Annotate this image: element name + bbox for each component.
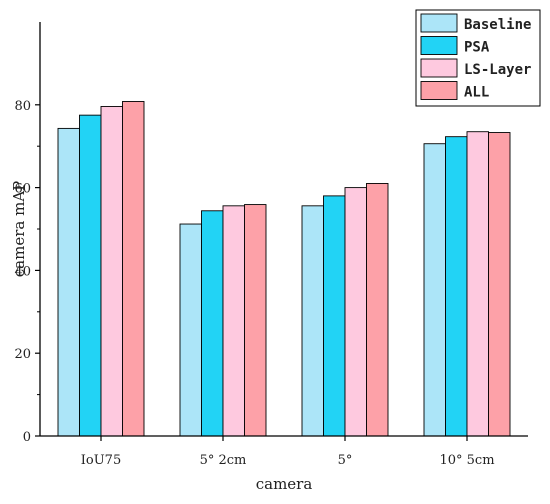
bar-baseline-3 <box>423 143 446 437</box>
y-tick-label: 40 <box>14 264 31 279</box>
bar-psa-1 <box>201 210 224 437</box>
legend-swatch-ls-layer <box>420 58 458 78</box>
y-tick-label: 80 <box>14 99 31 114</box>
x-ticks-group: IoU75 5° 2cm 5° 10° 5cm <box>81 436 495 468</box>
bars-group <box>57 101 511 437</box>
legend-swatch-psa <box>420 36 458 55</box>
x-tick-label: 5° <box>338 453 353 468</box>
legend: Baseline PSA LS-Layer ALL <box>415 9 541 107</box>
bar-ls-layer-1 <box>222 205 245 437</box>
x-tick-label: 5° 2cm <box>200 453 247 468</box>
y-tick-label: 0 <box>23 430 31 445</box>
bar-psa-2 <box>323 195 346 437</box>
bar-ls-layer-0 <box>100 106 123 437</box>
bar-psa-0 <box>79 114 102 437</box>
bar-psa-3 <box>445 136 468 437</box>
legend-swatch-baseline <box>420 13 458 33</box>
bar-ls-layer-2 <box>344 187 367 437</box>
y-tick-label: 60 <box>14 182 31 197</box>
bar-baseline-1 <box>179 223 202 437</box>
y-ticks-group: 0 20 40 60 80 <box>14 99 40 445</box>
legend-swatch-all <box>420 81 458 100</box>
bar-all-2 <box>366 183 389 437</box>
bar-baseline-2 <box>301 205 324 437</box>
legend-label: Baseline <box>464 17 531 33</box>
bar-all-0 <box>122 101 145 437</box>
bar-baseline-0 <box>57 127 80 437</box>
bar-all-3 <box>488 132 511 437</box>
y-tick-label: 20 <box>14 347 31 362</box>
legend-label: LS-Layer <box>464 62 531 78</box>
y-axis-title: camera mAP <box>10 181 28 277</box>
x-axis-title: camera <box>256 475 313 493</box>
x-tick-label: IoU75 <box>81 453 121 468</box>
legend-label: PSA <box>464 40 490 56</box>
bar-ls-layer-3 <box>466 131 489 437</box>
bar-all-1 <box>244 204 267 437</box>
x-tick-label: 10° 5cm <box>439 453 494 468</box>
legend-label: ALL <box>464 85 489 101</box>
